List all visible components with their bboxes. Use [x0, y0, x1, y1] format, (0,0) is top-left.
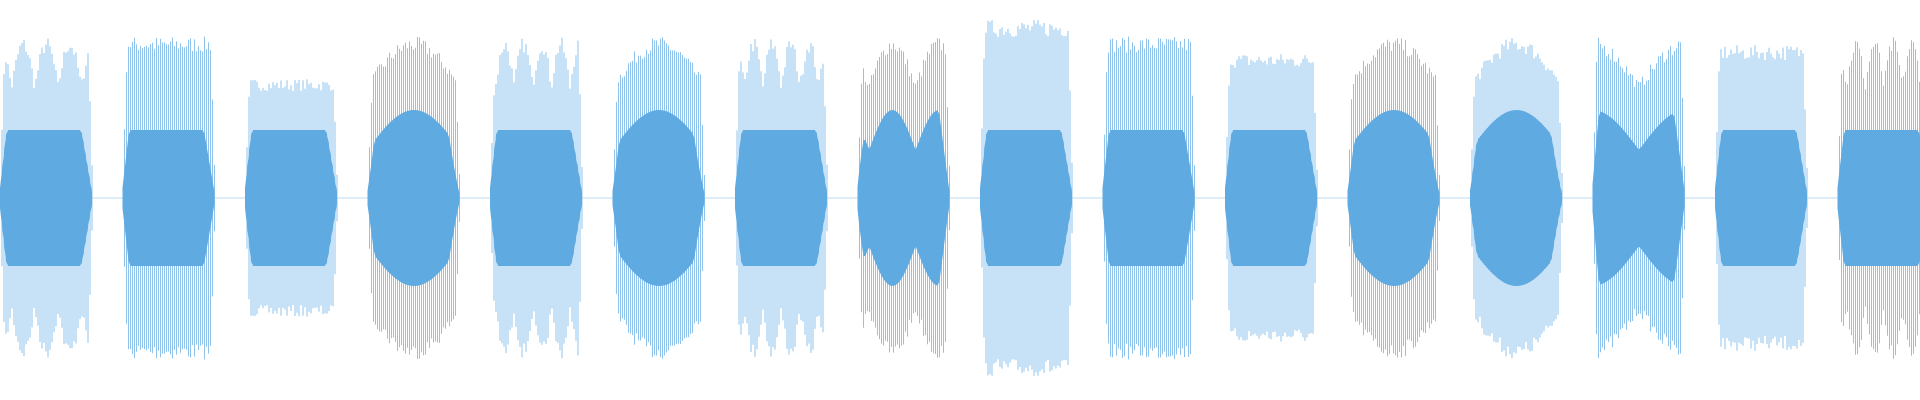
waveform-core: [490, 130, 582, 266]
waveform-core: [122, 130, 215, 266]
waveform-core: [245, 130, 337, 266]
waveform-core: [0, 130, 92, 266]
waveform-core: [1715, 130, 1807, 266]
waveform-core: [1225, 130, 1317, 266]
waveform-core: [735, 130, 827, 266]
waveform-core: [1592, 111, 1685, 285]
waveform-core: [367, 110, 460, 286]
waveform-core: [1347, 110, 1440, 286]
waveform-core: [857, 110, 950, 286]
waveform-core: [980, 130, 1072, 266]
waveform-core: [1470, 110, 1562, 286]
waveform-core: [612, 110, 705, 286]
waveform-core: [1102, 130, 1195, 266]
waveform-core: [1837, 130, 1920, 266]
